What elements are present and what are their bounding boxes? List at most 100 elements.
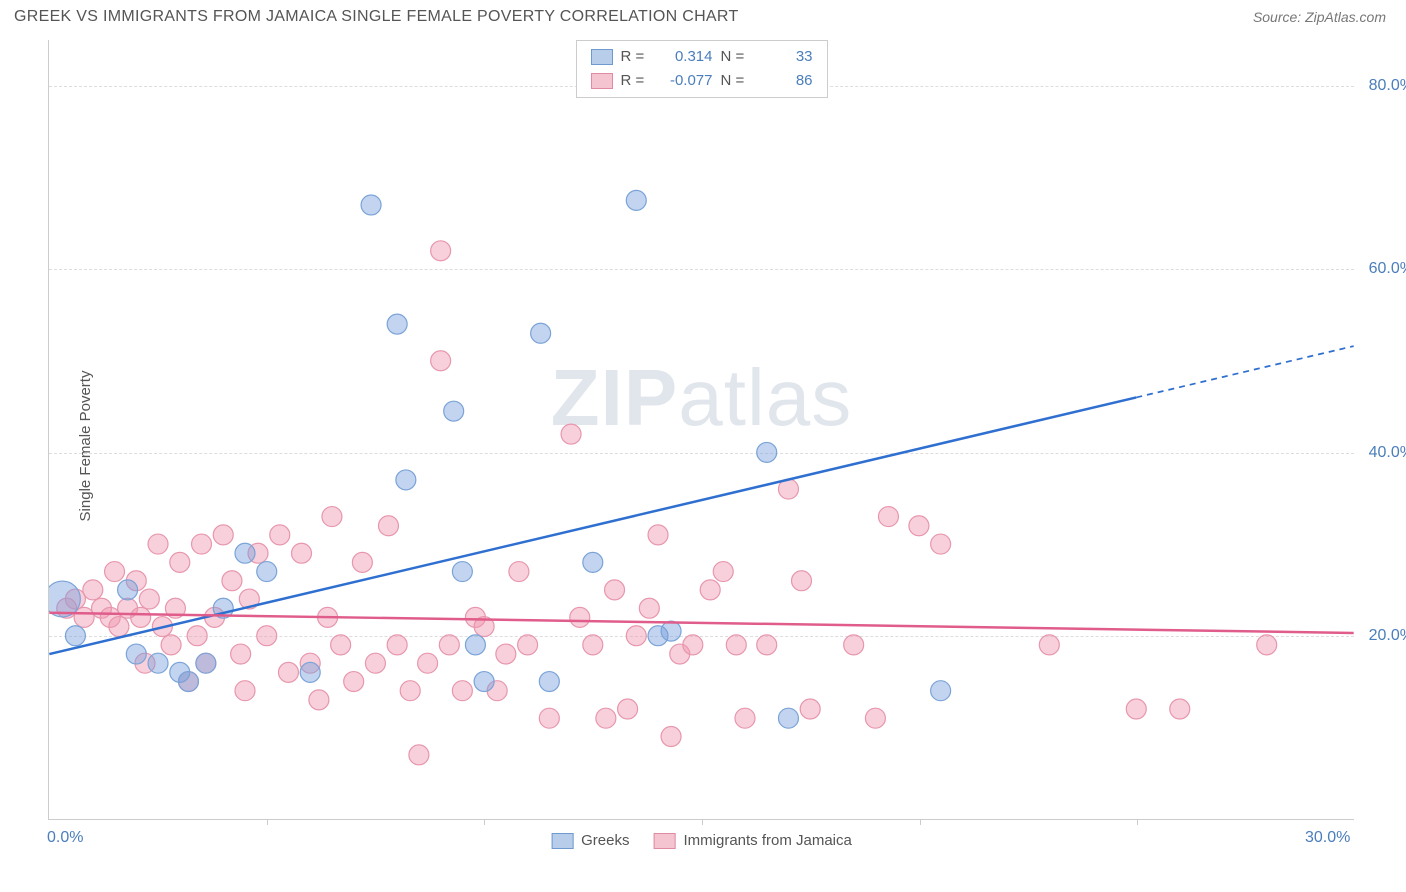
scatter-point bbox=[648, 525, 668, 545]
scatter-point bbox=[496, 644, 516, 664]
scatter-point bbox=[444, 401, 464, 421]
scatter-point bbox=[170, 552, 190, 572]
scatter-point bbox=[439, 635, 459, 655]
r-label: R = bbox=[621, 45, 649, 69]
scatter-point bbox=[474, 672, 494, 692]
scatter-point bbox=[570, 607, 590, 627]
swatch-greeks bbox=[591, 49, 613, 65]
scatter-point bbox=[639, 598, 659, 618]
scatter-point bbox=[878, 507, 898, 527]
legend-row-greeks: R = 0.314 N = 33 bbox=[591, 45, 813, 69]
scatter-point bbox=[109, 617, 129, 637]
scatter-point bbox=[278, 662, 298, 682]
scatter-point bbox=[1126, 699, 1146, 719]
scatter-point bbox=[409, 745, 429, 765]
scatter-point bbox=[583, 635, 603, 655]
scatter-point bbox=[148, 534, 168, 554]
scatter-point bbox=[735, 708, 755, 728]
scatter-point bbox=[865, 708, 885, 728]
scatter-point bbox=[74, 607, 94, 627]
legend-item-greeks: Greeks bbox=[551, 832, 629, 849]
scatter-point bbox=[844, 635, 864, 655]
ytick-label: 20.0% bbox=[1369, 627, 1406, 645]
scatter-point bbox=[300, 662, 320, 682]
scatter-point bbox=[452, 562, 472, 582]
n-value-jamaica: 86 bbox=[757, 69, 813, 93]
scatter-point bbox=[626, 626, 646, 646]
scatter-point bbox=[105, 562, 125, 582]
ytick-label: 60.0% bbox=[1369, 260, 1406, 278]
scatter-point bbox=[931, 681, 951, 701]
scatter-point bbox=[596, 708, 616, 728]
scatter-point bbox=[292, 543, 312, 563]
scatter-point bbox=[396, 470, 416, 490]
n-value-greeks: 33 bbox=[757, 45, 813, 69]
scatter-point bbox=[800, 699, 820, 719]
chart-title: GREEK VS IMMIGRANTS FROM JAMAICA SINGLE … bbox=[14, 8, 739, 26]
scatter-point bbox=[257, 562, 277, 582]
scatter-point bbox=[161, 635, 181, 655]
scatter-point bbox=[231, 644, 251, 664]
scatter-point bbox=[213, 525, 233, 545]
xtick-label: 30.0% bbox=[1305, 829, 1350, 847]
scatter-point bbox=[539, 708, 559, 728]
scatter-point bbox=[196, 653, 216, 673]
scatter-point bbox=[270, 525, 290, 545]
scatter-point bbox=[83, 580, 103, 600]
series-name-greeks: Greeks bbox=[581, 832, 629, 849]
xtick-label: 0.0% bbox=[47, 829, 83, 847]
scatter-point bbox=[757, 635, 777, 655]
r-label: R = bbox=[621, 69, 649, 93]
scatter-point bbox=[661, 727, 681, 747]
scatter-point bbox=[400, 681, 420, 701]
scatter-point bbox=[344, 672, 364, 692]
chart-plot-area: ZIPatlas R = 0.314 N = 33 R = -0.077 N =… bbox=[48, 40, 1354, 820]
scatter-point bbox=[909, 516, 929, 536]
scatter-point bbox=[700, 580, 720, 600]
scatter-point bbox=[618, 699, 638, 719]
source-label: Source: ZipAtlas.com bbox=[1253, 9, 1386, 25]
scatter-point bbox=[139, 589, 159, 609]
xtick-mark bbox=[484, 819, 485, 825]
swatch-jamaica bbox=[653, 833, 675, 849]
scatter-point bbox=[118, 580, 138, 600]
scatter-point bbox=[452, 681, 472, 701]
ytick-label: 40.0% bbox=[1369, 444, 1406, 462]
scatter-point bbox=[605, 580, 625, 600]
scatter-point bbox=[431, 351, 451, 371]
scatter-point bbox=[257, 626, 277, 646]
scatter-point bbox=[65, 626, 85, 646]
xtick-mark bbox=[267, 819, 268, 825]
scatter-point bbox=[322, 507, 342, 527]
scatter-point bbox=[531, 323, 551, 343]
scatter-point bbox=[352, 552, 372, 572]
scatter-point bbox=[1257, 635, 1277, 655]
scatter-point bbox=[626, 190, 646, 210]
swatch-jamaica bbox=[591, 73, 613, 89]
scatter-point bbox=[931, 534, 951, 554]
scatter-point bbox=[792, 571, 812, 591]
correlation-legend: R = 0.314 N = 33 R = -0.077 N = 86 bbox=[576, 40, 828, 98]
r-value-jamaica: -0.077 bbox=[657, 69, 713, 93]
scatter-point bbox=[518, 635, 538, 655]
scatter-point bbox=[509, 562, 529, 582]
scatter-point bbox=[539, 672, 559, 692]
scatter-point bbox=[757, 442, 777, 462]
scatter-point bbox=[361, 195, 381, 215]
legend-row-jamaica: R = -0.077 N = 86 bbox=[591, 69, 813, 93]
n-label: N = bbox=[721, 45, 749, 69]
legend-item-jamaica: Immigrants from Jamaica bbox=[653, 832, 851, 849]
scatter-point bbox=[583, 552, 603, 572]
scatter-point bbox=[661, 621, 681, 641]
scatter-point bbox=[387, 314, 407, 334]
xtick-mark bbox=[1137, 819, 1138, 825]
n-label: N = bbox=[721, 69, 749, 93]
trend-line-extrapolated bbox=[1136, 346, 1353, 397]
scatter-point bbox=[222, 571, 242, 591]
ytick-label: 80.0% bbox=[1369, 77, 1406, 95]
scatter-point bbox=[431, 241, 451, 261]
scatter-point bbox=[331, 635, 351, 655]
r-value-greeks: 0.314 bbox=[657, 45, 713, 69]
series-name-jamaica: Immigrants from Jamaica bbox=[683, 832, 851, 849]
scatter-point bbox=[192, 534, 212, 554]
